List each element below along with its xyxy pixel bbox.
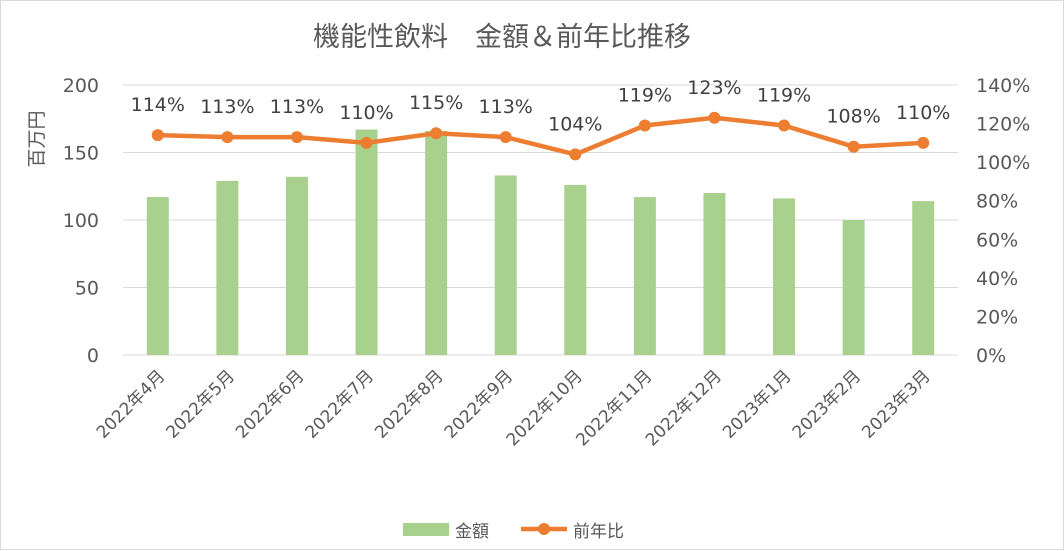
bar <box>355 129 378 355</box>
y-axis-label: 百万円 <box>26 110 48 167</box>
data-label: 114% <box>131 94 185 116</box>
bar <box>633 197 656 355</box>
left-tick-label: 150 <box>63 143 99 165</box>
left-tick-label: 50 <box>75 278 99 300</box>
data-label: 119% <box>618 85 672 107</box>
line-point <box>708 111 721 124</box>
data-labels: 114% 113% 113% 110% 115% 113% 104% 119% 123% 119%… <box>131 77 951 136</box>
line-point <box>778 119 791 132</box>
x-tick-label: 2023年2月 <box>789 366 865 442</box>
left-axis-ticks: 0 50 100 150 200 <box>63 75 99 367</box>
line-path <box>157 115 924 157</box>
right-tick-label: 0% <box>976 345 1006 367</box>
legend: 金額 前年比 <box>403 522 624 542</box>
right-tick-label: 20% <box>976 306 1018 328</box>
data-label: 113% <box>200 96 254 118</box>
bar <box>146 197 169 355</box>
x-tick-label: 2023年1月 <box>719 366 795 442</box>
bar <box>285 176 308 355</box>
bar <box>703 193 726 355</box>
line-point <box>638 119 651 132</box>
data-label: 104% <box>548 113 602 135</box>
bar <box>216 180 239 355</box>
bar <box>564 184 587 355</box>
chart-title: 機能性飲料 金額＆前年比推移 <box>313 22 691 53</box>
bar <box>842 220 865 355</box>
line-point <box>290 131 303 144</box>
data-label: 110% <box>339 102 393 124</box>
data-label: 123% <box>687 77 741 99</box>
line-point <box>151 129 164 142</box>
left-tick-label: 0 <box>87 345 99 367</box>
left-tick-label: 200 <box>63 75 99 97</box>
line-point <box>430 127 443 140</box>
x-tick-label: 2022年8月 <box>371 366 447 442</box>
x-tick-label: 2022年5月 <box>162 366 238 442</box>
data-label: 115% <box>409 92 463 114</box>
right-tick-label: 140% <box>976 75 1030 97</box>
right-tick-label: 40% <box>976 268 1018 290</box>
line-point <box>499 131 512 144</box>
data-label: 108% <box>826 106 880 128</box>
x-tick-label: 2023年3月 <box>858 366 934 442</box>
bar <box>494 175 517 355</box>
x-axis-ticks: 2022年4月2022年5月2022年6月2022年7月2022年8月2022年… <box>93 366 935 450</box>
line-point <box>917 136 930 149</box>
line-point <box>221 131 234 144</box>
right-tick-label: 80% <box>976 191 1018 213</box>
x-tick-label: 2022年9月 <box>441 366 517 442</box>
data-label: 113% <box>479 96 533 118</box>
data-label: 110% <box>896 102 950 124</box>
line-point <box>360 136 373 149</box>
legend-swatch-marker <box>538 523 550 535</box>
line-point <box>569 148 582 161</box>
bar-series <box>146 129 935 355</box>
bar <box>773 198 796 355</box>
line-series <box>151 111 930 161</box>
legend-label: 金額 <box>455 522 489 542</box>
x-tick-label: 2022年6月 <box>232 366 308 442</box>
right-tick-label: 120% <box>976 114 1030 136</box>
x-tick-label: 2022年4月 <box>93 366 169 442</box>
right-axis-ticks: 0% 20% 40% 60% 80% 100% 120% 140% <box>976 75 1030 367</box>
gridlines <box>123 84 958 356</box>
left-tick-label: 100 <box>63 210 99 232</box>
right-tick-label: 100% <box>976 152 1030 174</box>
legend-swatch-bar <box>403 523 449 536</box>
x-tick-label: 2022年7月 <box>302 366 378 442</box>
legend-label: 前年比 <box>573 522 624 542</box>
bar <box>912 201 935 355</box>
right-tick-label: 60% <box>976 229 1018 251</box>
bar <box>425 130 448 355</box>
data-label: 119% <box>757 85 811 107</box>
data-label: 113% <box>270 96 324 118</box>
line-point <box>847 140 860 153</box>
